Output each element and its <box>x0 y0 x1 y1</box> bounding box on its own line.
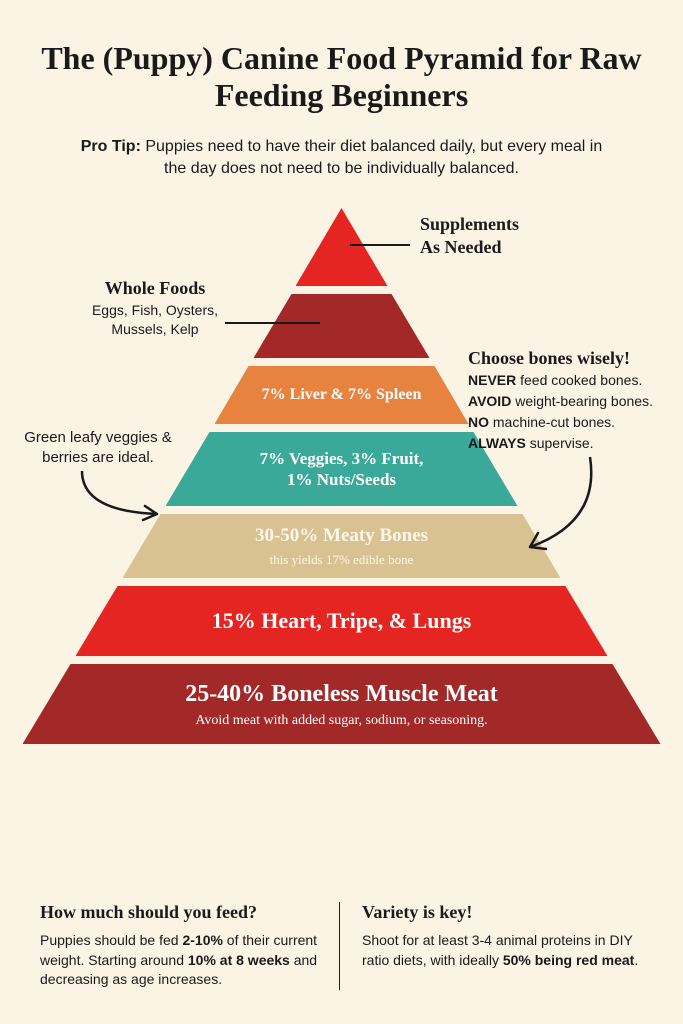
pro-tip-label: Pro Tip: <box>81 138 141 155</box>
tier-meaty-bones: 30-50% Meaty Bones this yields 17% edible… <box>123 514 561 578</box>
annotation-bones: Choose bones wisely! NEVER feed cooked b… <box>468 348 678 453</box>
pro-tip: Pro Tip: Puppies need to have their diet… <box>0 114 683 181</box>
annotation-veggies: Green leafy veggies & berries are ideal. <box>18 426 178 469</box>
annotation-wholefoods-body: Eggs, Fish, Oysters,Mussels, Kelp <box>70 301 240 339</box>
bottom-right-text: Shoot for at least 3-4 animal proteins i… <box>362 931 643 970</box>
connector-line <box>350 244 410 246</box>
arrow-icon <box>62 466 182 536</box>
connector-line <box>225 322 320 324</box>
tier-label: 15% Heart, Tripe, & Lungs <box>212 607 472 635</box>
page-title: The (Puppy) Canine Food Pyramid for Raw … <box>0 0 683 114</box>
bottom-right-heading: Variety is key! <box>362 902 643 923</box>
tier-muscle-meat: 25-40% Boneless Muscle Meat Avoid meat wi… <box>23 664 661 744</box>
annotation-supplements: Supplements As Needed <box>420 214 590 258</box>
bottom-left-text: Puppies should be fed 2-10% of their cur… <box>40 931 321 990</box>
tier-label: 25-40% Boneless Muscle Meat <box>185 679 498 709</box>
tier-label: 7% Veggies, 3% Fruit,1% Nuts/Seeds <box>260 448 424 491</box>
bottom-left-col: How much should you feed? Puppies should… <box>40 902 340 990</box>
pro-tip-text: Puppies need to have their diet balanced… <box>141 138 602 177</box>
tier-label: 7% Liver & 7% Spleen <box>262 385 422 405</box>
arrow-icon <box>510 452 620 562</box>
bottom-right-col: Variety is key! Shoot for at least 3-4 a… <box>340 902 643 990</box>
tier-label: 30-50% Meaty Bones <box>255 524 428 548</box>
annotation-wholefoods-heading: Whole Foods <box>70 278 240 299</box>
annotation-supplements-heading: Supplements <box>420 214 590 235</box>
annotation-bones-l4: ALWAYS supervise. <box>468 434 678 453</box>
tier-supplements <box>296 208 388 286</box>
annotation-veggies-body: Green leafy veggies & berries are ideal. <box>18 428 178 469</box>
annotation-bones-l1: NEVER feed cooked bones. <box>468 371 678 390</box>
pyramid: 7% Liver & 7% Spleen 7% Veggies, 3% Fruit… <box>0 208 683 828</box>
tier-sublabel: Avoid meat with added sugar, sodium, or … <box>195 713 487 729</box>
bottom-section: How much should you feed? Puppies should… <box>40 902 643 990</box>
annotation-bones-heading: Choose bones wisely! <box>468 348 678 369</box>
tier-whole-foods <box>254 294 430 358</box>
tier-veg-fruit-nuts: 7% Veggies, 3% Fruit,1% Nuts/Seeds <box>166 432 518 506</box>
tier-sublabel: this yields 17% edible bone <box>270 552 414 568</box>
annotation-supplements-body: As Needed <box>420 237 590 258</box>
bottom-left-heading: How much should you feed? <box>40 902 321 923</box>
annotation-bones-l3: NO machine-cut bones. <box>468 413 678 432</box>
annotation-wholefoods: Whole Foods Eggs, Fish, Oysters,Mussels,… <box>70 278 240 339</box>
tier-heart-tripe-lungs: 15% Heart, Tripe, & Lungs <box>76 586 608 656</box>
annotation-bones-l2: AVOID weight-bearing bones. <box>468 392 678 411</box>
tier-liver-spleen: 7% Liver & 7% Spleen <box>215 366 469 424</box>
